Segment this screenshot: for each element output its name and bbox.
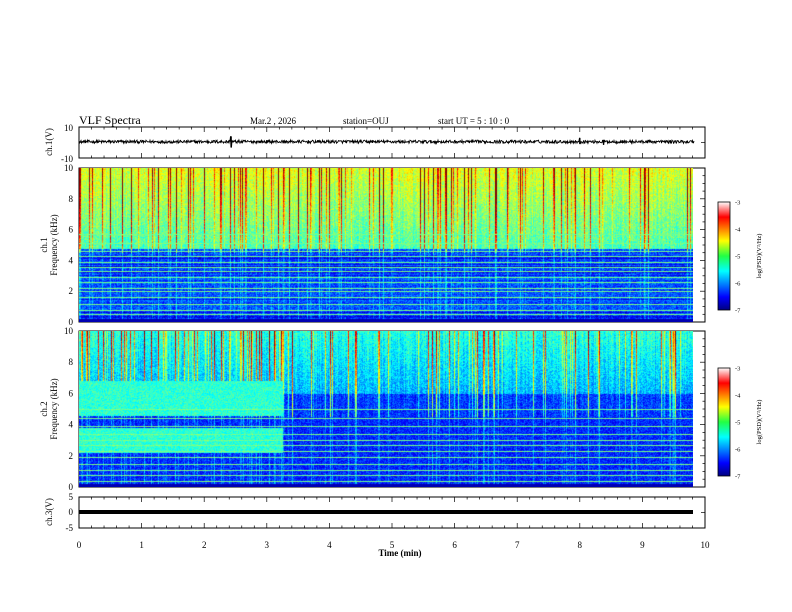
- colorbar-tick-label: -5: [735, 254, 740, 261]
- ch1-spectrogram-ylabel-line2: Frequency (kHz): [49, 214, 59, 275]
- x-tick-label: 0: [77, 540, 82, 550]
- y-tick-label: 0: [69, 317, 74, 327]
- y-tick-label: 6: [69, 388, 74, 398]
- ch3-ytick-bottom: -5: [66, 523, 74, 533]
- ch3-waveform-ylabel: ch.3(V): [44, 498, 54, 526]
- ch2-colorbar-tick-labels: -3 -4 -5 -6 -7: [735, 366, 741, 481]
- x-tick-label: 7: [515, 540, 520, 550]
- x-tick-label: 6: [452, 540, 457, 550]
- ch1-colorbar-scale: [717, 201, 731, 311]
- colorbar-tick-label: -6: [735, 447, 741, 454]
- x-tick-label: 8: [578, 540, 583, 550]
- ch1-colorbar-label: log(PSD)(V²/Hz): [756, 234, 763, 279]
- y-tick-label: 2: [69, 451, 74, 461]
- ch3-waveform-panel: 5 0 -5 ch.3(V): [44, 492, 706, 533]
- colorbar-tick-label: -7: [735, 474, 741, 481]
- y-tick-label: 8: [69, 357, 74, 367]
- x-tick-label: 4: [327, 540, 332, 550]
- y-tick-label: 4: [69, 420, 74, 430]
- figure-title: VLF Spectra: [79, 113, 141, 127]
- y-tick-label: 2: [69, 286, 74, 296]
- ch2-spectrogram-ytick-labels: 0 2 4 6 8 10: [64, 326, 74, 492]
- ch2-spectrogram-ylabel-line2: Frequency (kHz): [49, 378, 59, 439]
- x-tick-label: 3: [265, 540, 270, 550]
- ch1-ytick-top: 10: [64, 123, 74, 133]
- colorbar-tick-label: -7: [735, 308, 741, 315]
- ch1-ytick-bottom: -10: [61, 154, 73, 164]
- ch1-spectrogram-ylabel-line1: ch.1: [39, 237, 49, 252]
- x-tick-label: 2: [202, 540, 207, 550]
- ch1-colorbar: -3 -4 -5 -6 -7 log(PSD)(V²/Hz): [717, 200, 763, 315]
- ch3-waveform-ticks: [78, 496, 706, 529]
- ch2-spectrogram-image: [79, 331, 693, 487]
- y-tick-label: 6: [69, 225, 74, 235]
- colorbar-tick-label: -3: [735, 200, 740, 207]
- x-axis-label: Time (min): [378, 548, 421, 558]
- ch3-waveform-trace: [79, 510, 693, 514]
- x-tick-label: 5: [390, 540, 395, 550]
- ch3-ytick-mid: 0: [69, 507, 74, 517]
- header-start-time: start UT = 5 : 10 : 0: [438, 116, 510, 126]
- y-tick-label: 0: [69, 482, 74, 492]
- y-tick-label: 4: [69, 255, 74, 265]
- colorbar-tick-label: -4: [735, 393, 741, 400]
- x-tick-label: 10: [701, 540, 711, 550]
- ch1-waveform-trace: [78, 136, 695, 148]
- colorbar-tick-label: -5: [735, 420, 740, 427]
- ch1-waveform-line: [78, 136, 695, 148]
- header-station: station=OUJ: [343, 116, 389, 126]
- ch1-spectrogram-ytick-labels: 0 2 4 6 8 10: [64, 163, 74, 327]
- x-tick-label: 9: [640, 540, 645, 550]
- x-tick-label: 1: [139, 540, 144, 550]
- x-axis-tick-labels: 0 1 2 3 4 5 6 7 8 9 10: [77, 540, 710, 550]
- colorbar-tick-label: -4: [735, 227, 741, 234]
- header-date: Mar.2 , 2026: [250, 116, 296, 126]
- ch1-waveform-ylabel: ch.1(V): [44, 128, 54, 156]
- ch1-spectrogram-image: [79, 168, 693, 322]
- ch2-spectrogram-ylabel-line1: ch.2: [39, 401, 49, 416]
- ch3-ytick-top: 5: [69, 492, 74, 502]
- colorbar-tick-label: -6: [735, 281, 741, 288]
- y-tick-label: 10: [64, 326, 74, 336]
- ch1-waveform-ticks: [78, 127, 706, 158]
- colorbar-tick-label: -3: [735, 366, 740, 373]
- ch2-colorbar: -3 -4 -5 -6 -7 log(PSD)(V²/Hz): [717, 366, 763, 481]
- ch2-colorbar-label: log(PSD)(V²/Hz): [756, 400, 763, 445]
- y-tick-label: 8: [69, 194, 74, 204]
- y-tick-label: 10: [64, 163, 74, 173]
- ch2-colorbar-scale: [717, 367, 731, 477]
- ch1-waveform-panel: 10 -10 ch.1(V): [44, 123, 706, 164]
- ch1-colorbar-tick-labels: -3 -4 -5 -6 -7: [735, 200, 741, 315]
